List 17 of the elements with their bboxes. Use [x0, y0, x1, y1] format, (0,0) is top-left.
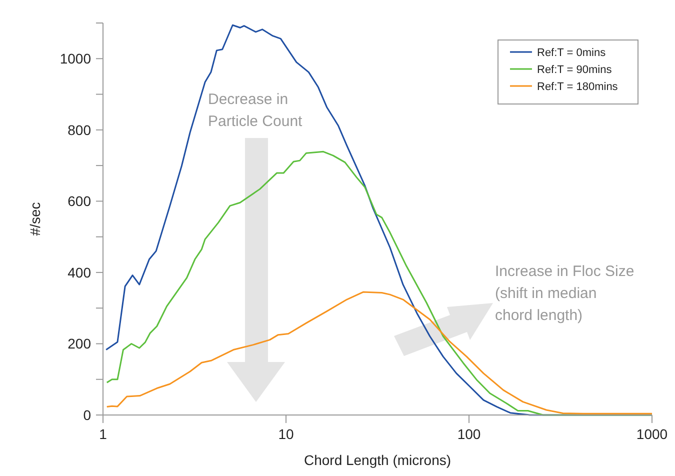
annotation: Increase in Floc Size (shift in median chord length) [495, 263, 634, 324]
annotation: Decrease in Particle Count [208, 91, 304, 130]
y-tick-label: 600 [68, 193, 92, 210]
y-tick-label: 1000 [60, 50, 92, 67]
y-tick-label: 400 [68, 264, 92, 280]
y-tick-label: 200 [68, 336, 92, 352]
legend-label: Ref:T = 90mins [537, 64, 612, 76]
y-tick-label: 0 [83, 407, 92, 423]
y-tick-label: 800 [68, 122, 92, 138]
x-tick-label: 10 [278, 426, 294, 442]
legend-label: Ref:T = 0mins [537, 47, 606, 59]
x-tick-label: 1000 [636, 426, 668, 442]
x-axis-title: Chord Length (microns) [304, 452, 452, 468]
y-axis-title: #/sec [27, 202, 43, 236]
x-tick-label: 100 [457, 426, 481, 442]
legend-label: Ref:T = 180mins [537, 81, 618, 93]
x-tick-label: 1 [99, 426, 108, 442]
